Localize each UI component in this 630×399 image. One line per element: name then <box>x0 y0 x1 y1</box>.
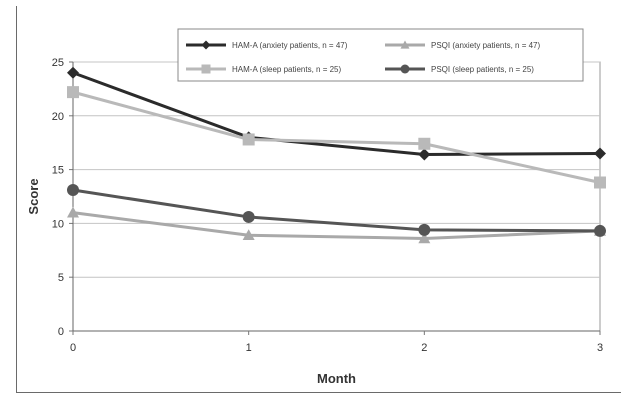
point-circle <box>400 64 410 74</box>
legend-label: HAM-A (anxiety patients, n = 47) <box>232 41 348 50</box>
series-line <box>72 90 601 184</box>
series-line <box>72 211 601 240</box>
point-circle <box>242 210 255 223</box>
point-square <box>418 137 431 150</box>
point-square <box>201 64 211 74</box>
point-circle <box>418 223 431 236</box>
point-diamond <box>67 66 79 79</box>
series-line <box>72 71 601 157</box>
point-triangle <box>67 206 79 218</box>
x-tick-label: 0 <box>70 342 76 354</box>
point-diamond <box>594 147 606 160</box>
y-tick-labels: 0 5 10 15 20 25 <box>52 57 64 338</box>
gridlines <box>69 61 601 332</box>
legend: HAM-A (anxiety patients, n = 47) PSQI (an… <box>177 28 584 82</box>
x-tick-label: 1 <box>246 342 252 354</box>
y-axis-title: Score <box>26 178 41 214</box>
series-3 <box>67 86 606 189</box>
point-square <box>67 86 79 99</box>
point-square <box>594 176 606 189</box>
series-group <box>67 66 606 244</box>
legend-item: HAM-A (anxiety patients, n = 47) <box>186 40 348 50</box>
chart-frame <box>16 6 621 393</box>
point-triangle <box>242 229 255 241</box>
point-circle <box>67 184 79 197</box>
legend-item: HAM-A (sleep patients, n = 25) <box>186 64 342 74</box>
legend-label: PSQI (sleep patients, n = 25) <box>431 65 534 74</box>
y-tick-label: 25 <box>52 57 64 69</box>
point-triangle <box>418 232 431 244</box>
point-diamond <box>418 148 431 161</box>
x-tick-label: 2 <box>421 342 427 354</box>
axes <box>72 62 600 332</box>
plot-area <box>72 61 601 332</box>
series-4 <box>67 184 606 237</box>
legend-box <box>177 28 584 82</box>
point-circle <box>594 224 606 237</box>
y-tick-label: 15 <box>52 165 64 177</box>
legend-item: PSQI (sleep patients, n = 25) <box>385 64 534 74</box>
point-square <box>242 133 255 146</box>
y-tick-label: 10 <box>52 218 64 230</box>
y-tick-label: 5 <box>58 272 64 284</box>
legend-label: HAM-A (sleep patients, n = 25) <box>232 65 342 74</box>
x-axis-title: Month <box>317 371 356 386</box>
point-diamond <box>201 40 211 50</box>
y-tick-label: 0 <box>58 326 64 338</box>
legend-item: PSQI (anxiety patients, n = 47) <box>385 40 541 50</box>
legend-label: PSQI (anxiety patients, n = 47) <box>431 41 541 50</box>
point-triangle <box>400 40 410 49</box>
x-tick-labels: 0 1 2 3 <box>70 331 603 354</box>
y-tick-label: 20 <box>52 111 64 123</box>
x-tick-label: 3 <box>597 342 603 354</box>
series-line <box>72 188 601 233</box>
